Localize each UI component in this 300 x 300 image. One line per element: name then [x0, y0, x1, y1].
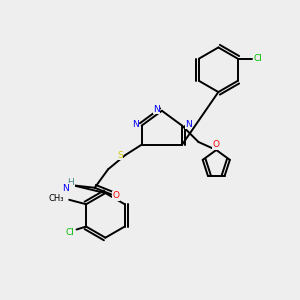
Text: O: O: [112, 191, 119, 200]
Text: H: H: [68, 178, 74, 188]
Text: CH₃: CH₃: [49, 194, 64, 203]
Text: N: N: [185, 120, 192, 129]
Text: O: O: [213, 140, 220, 149]
Text: S: S: [117, 151, 123, 160]
Text: N: N: [62, 184, 69, 193]
Text: Cl: Cl: [253, 54, 262, 63]
Text: Cl: Cl: [66, 228, 74, 237]
Text: N: N: [153, 105, 160, 114]
Text: N: N: [132, 120, 139, 129]
